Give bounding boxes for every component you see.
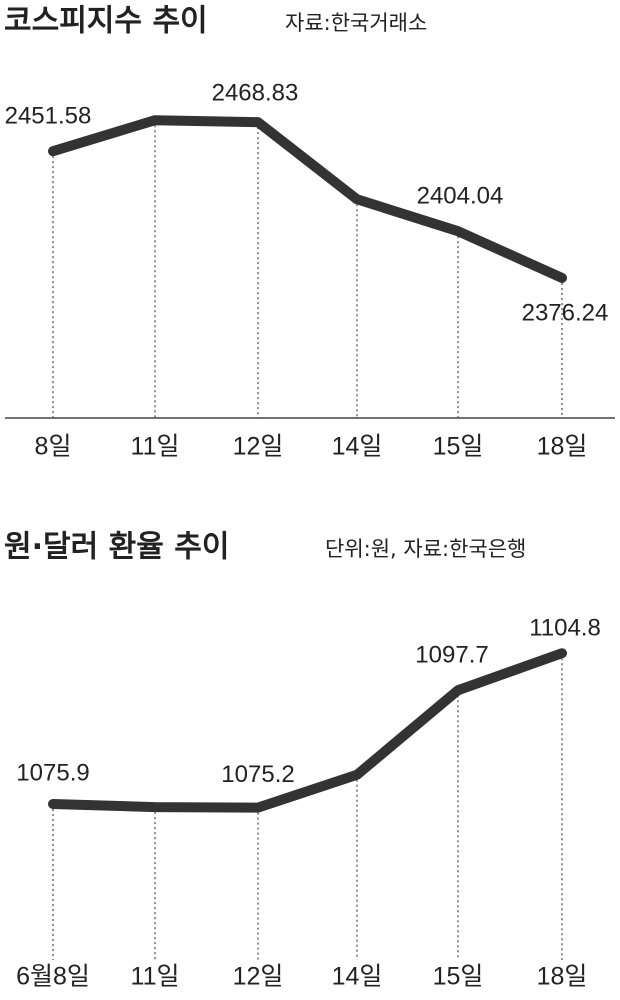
- x-tick-label: 11일: [131, 433, 180, 461]
- value-label: 2404.04: [417, 183, 504, 210]
- value-label: 1075.2: [221, 761, 294, 788]
- chart-title: 원·달러 환율 추이: [4, 530, 230, 565]
- value-label: 2451.58: [5, 103, 92, 130]
- x-tick-label: 11일: [131, 963, 180, 991]
- data-line: [48, 648, 567, 813]
- x-tick-label: 14일: [332, 963, 383, 991]
- x-tick-label: 6월8일: [16, 963, 90, 991]
- value-label: 2468.83: [212, 80, 299, 107]
- x-tick-label: 12일: [233, 433, 284, 461]
- x-tick-label: 18일: [537, 433, 588, 461]
- x-tick-label: 18일: [537, 963, 588, 991]
- value-label: 1097.7: [415, 642, 488, 669]
- x-tick-label: 14일: [332, 433, 383, 461]
- x-tick-label: 12일: [233, 963, 284, 991]
- x-tick-label: 8일: [35, 433, 72, 461]
- chart-note: 단위:원, 자료:한국은행: [325, 537, 526, 561]
- data-line: [48, 115, 567, 283]
- value-label: 1104.8: [529, 615, 601, 642]
- value-label: 2376.24: [522, 299, 609, 326]
- chart-note: 자료:한국거래소: [285, 11, 427, 35]
- x-tick-label: 15일: [433, 433, 484, 461]
- value-label: 1075.9: [16, 759, 89, 786]
- x-tick-label: 15일: [433, 963, 484, 991]
- chart-title: 코스피지수 추이: [4, 4, 208, 39]
